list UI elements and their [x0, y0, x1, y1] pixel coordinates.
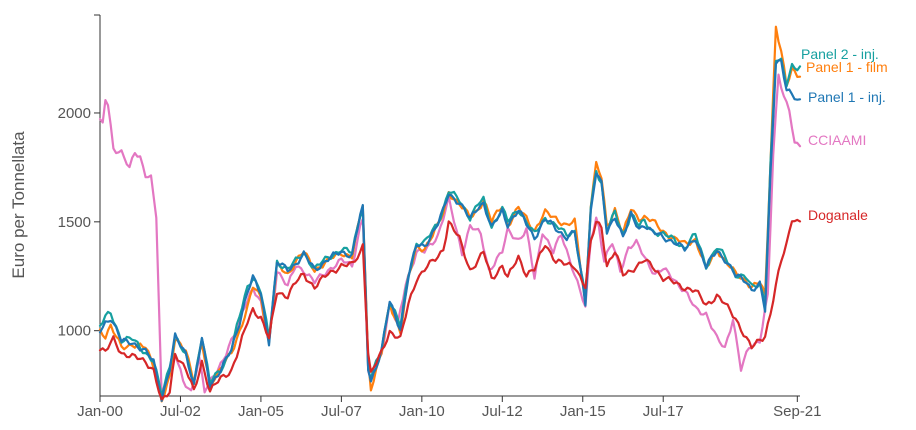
x-tick-label: Jan-15	[560, 403, 606, 420]
y-tick-label: 1500	[58, 214, 91, 231]
x-tick-label: Jan-00	[77, 403, 123, 420]
series-end-labels: Panel 2 - inj.Panel 1 - film Panel 1 - in…	[801, 46, 888, 223]
series-end-label: Doganale	[808, 207, 868, 223]
x-tick-label: Jul-17	[643, 403, 684, 420]
x-axis-ticks: Jan-00 Jul-02 Jan-05 Jul-07 Jan-10 Jul-12 Jan-…	[77, 396, 822, 420]
series-end-label: Panel 1 - inj.	[808, 89, 886, 105]
series-end-label: Panel 2 - inj.	[801, 46, 879, 62]
series-line-panel-2-inj	[98, 57, 802, 398]
y-tick-label: 2000	[58, 105, 91, 122]
x-tick-label: Jul-12	[482, 403, 523, 420]
series-end-label: Panel 1 - film	[806, 59, 888, 75]
y-axis-ticks: 1000 1500 2000	[58, 14, 100, 340]
y-axis-title: Euro per Tonnellata	[9, 131, 28, 279]
series-line-doganale	[98, 218, 802, 401]
y-tick-label: 1000	[58, 323, 91, 340]
x-tick-label: Jul-07	[321, 403, 362, 420]
series-lines	[98, 25, 802, 403]
x-tick-label: Jan-10	[399, 403, 445, 420]
series-line-panel-1-film	[98, 25, 802, 403]
series-line-panel-1-inj	[98, 59, 802, 402]
series-end-label: CCIAAMI	[808, 132, 866, 148]
x-tick-label: Jul-02	[160, 403, 201, 420]
x-tick-label: Jan-05	[238, 403, 284, 420]
x-tick-label: Sep-21	[773, 403, 821, 420]
